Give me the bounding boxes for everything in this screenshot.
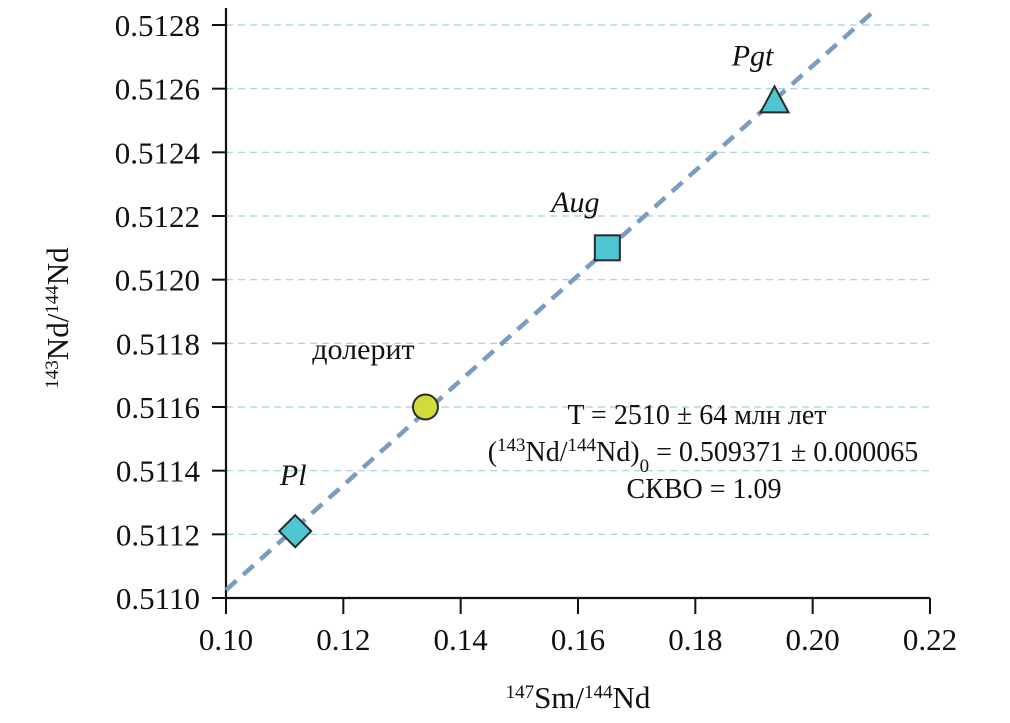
x-tick-label-0.12: 0.12	[316, 622, 370, 657]
x-tick-label-0.16: 0.16	[551, 622, 605, 657]
x-tick-label-0.14: 0.14	[434, 622, 489, 657]
y-tick-label-0.5128: 0.5128	[115, 8, 200, 43]
y-tick-label-0.5114: 0.5114	[116, 454, 201, 489]
annotation-ratio-sup2: 144	[568, 435, 597, 456]
point-label-dolerite: долерит	[312, 333, 414, 366]
point-dolerite-circle	[411, 393, 439, 421]
y-tick-label-0.5112: 0.5112	[116, 517, 200, 552]
annotation-ratio-p3: Nd)	[596, 437, 640, 468]
x-axis-title-sup1: 147	[506, 682, 535, 703]
isochron-annotation: T = 2510 ± 64 млн лет (143Nd/144Nd)0 = 0…	[488, 400, 919, 505]
isochron-fit-line	[224, 6, 879, 592]
y-tick-label-0.5122: 0.5122	[115, 199, 200, 234]
x-axis-title-sup2: 144	[584, 682, 613, 703]
y-tick-label-0.5124: 0.5124	[115, 135, 201, 170]
annotation-ratio-p4: = 0.509371 ± 0.000065	[649, 437, 918, 468]
y-axis-title-base1: Nd/	[40, 313, 75, 360]
point-labels: Pl долерит Aug Pgt	[279, 39, 774, 492]
x-axis-title: 147Sm/144Nd	[506, 680, 651, 715]
data-points	[277, 84, 791, 549]
point-pgt-triangle	[758, 84, 791, 114]
annotation-ratio-sub: 0	[640, 456, 650, 477]
y-tick-label-0.5110: 0.5110	[116, 581, 200, 616]
y-axis-title-base2: Nd	[40, 247, 75, 285]
axes	[224, 8, 930, 600]
x-ticks: 0.10 0.12 0.14 0.16 0.18 0.20 0.22	[199, 598, 957, 657]
annotation-ratio-p2: Nd/	[526, 437, 568, 468]
y-ticks: 0.5110 0.5112 0.5114 0.5116 0.5118 0.5120 0.51…	[115, 8, 226, 616]
y-axis-title-sup1: 143	[42, 360, 63, 389]
annotation-ratio-sup1: 143	[497, 435, 526, 456]
annotation-mswd: СКВО = 1.09	[626, 474, 781, 505]
y-tick-label-0.5118: 0.5118	[116, 326, 200, 361]
x-axis-title-base2: Nd	[613, 680, 651, 715]
point-label-aug: Aug	[549, 186, 599, 219]
x-tick-label-0.22: 0.22	[903, 622, 957, 657]
point-label-pl: Pl	[279, 459, 307, 492]
point-label-pgt: Pgt	[731, 39, 774, 72]
y-tick-label-0.5116: 0.5116	[116, 390, 200, 425]
x-tick-label-0.18: 0.18	[668, 622, 722, 657]
y-axis-title: 143Nd/144Nd	[40, 247, 75, 389]
x-tick-label-0.10: 0.10	[199, 622, 253, 657]
point-aug-square	[593, 234, 621, 262]
y-tick-label-0.5126: 0.5126	[115, 72, 200, 107]
annotation-ratio-p1: (	[488, 437, 497, 468]
x-axis-title-base1: Sm/	[534, 680, 584, 715]
x-tick-label-0.20: 0.20	[786, 622, 840, 657]
isochron-line	[224, 6, 879, 592]
y-axis-title-sup2: 144	[42, 285, 63, 314]
y-tick-label-0.5120: 0.5120	[115, 263, 200, 298]
point-pl-diamond	[277, 513, 313, 549]
grid-lines	[226, 24, 930, 535]
annotation-age: T = 2510 ± 64 млн лет	[567, 400, 826, 431]
annotation-initial-ratio: (143Nd/144Nd)0 = 0.509371 ± 0.000065	[488, 435, 919, 477]
